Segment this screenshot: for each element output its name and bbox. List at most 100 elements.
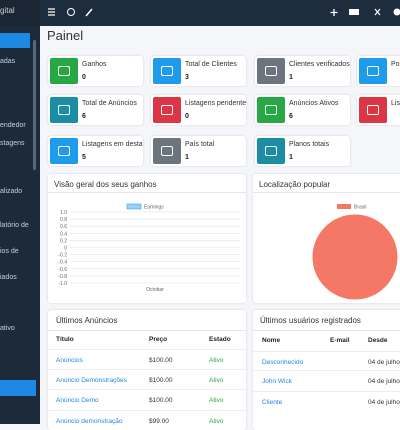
card-label: Ganhos: [82, 61, 107, 68]
card-label: Planos totais: [289, 141, 329, 148]
card-value: 1: [289, 74, 293, 81]
table-header: Estado: [209, 336, 231, 343]
card-label: Total de Clientes: [185, 61, 237, 68]
icon-glyph: [367, 66, 379, 76]
card-label: Listagens pendentes: [185, 100, 246, 107]
menu-icon[interactable]: [48, 9, 55, 15]
y-tick-label: -1.0: [58, 281, 67, 287]
stat-card[interactable]: Postag: [357, 56, 400, 86]
stat-card[interactable]: Total de Anúncios 6: [48, 95, 143, 125]
card-value: 5: [82, 154, 86, 161]
y-tick-label: -0.6: [58, 267, 67, 273]
card-value: 1: [289, 154, 293, 161]
line-chart: 1.00.80.60.40.2 0-0.2-0.4-0.6-0.8-1.0 Octo…: [48, 174, 246, 303]
legend-swatch: [127, 204, 141, 209]
table-header: Título: [56, 336, 74, 343]
sidebar-item: endedor: [0, 122, 26, 129]
card-label: Total de Anúncios: [82, 100, 137, 107]
plus-icon[interactable]: [331, 9, 338, 16]
chart-panel: Localização popular Brasil: [253, 174, 400, 303]
button[interactable]: [0, 380, 36, 396]
card-label: Anúncios Ativos: [289, 100, 338, 107]
x-tick-label: Octobar: [146, 287, 164, 293]
y-tick-label: -0.2: [58, 253, 67, 259]
card-value: 3: [185, 74, 189, 81]
table-cell[interactable]: John Wick: [262, 378, 292, 385]
page-title: Painel: [47, 28, 83, 43]
y-tick-label: -0.4: [58, 260, 67, 266]
legend-swatch: [337, 204, 351, 209]
table-title: Últimos usuários registrados: [260, 316, 361, 325]
table-cell: Ativo: [209, 377, 223, 384]
row-divider: [48, 369, 246, 370]
sidebar-item: ativo: [0, 325, 15, 332]
card-value: 6: [82, 113, 86, 120]
y-tick-label: 0.2: [60, 238, 67, 244]
table-cell: $100.00: [149, 397, 173, 404]
topbar: [40, 0, 400, 26]
card-value: 0: [185, 113, 189, 120]
table-cell[interactable]: Desconhecido: [262, 359, 303, 366]
table-cell[interactable]: Anúncios: [56, 357, 83, 364]
row-divider: [253, 370, 400, 371]
table-cell[interactable]: Anúncio Demo: [56, 397, 99, 404]
sidebar-item: latório de: [0, 222, 29, 229]
table-cell[interactable]: Anúncio Demonstrações: [56, 377, 127, 384]
row-divider: [253, 351, 400, 352]
divider: [253, 330, 400, 331]
y-tick-label: 0: [64, 246, 67, 252]
pie-chart: Brasil: [253, 174, 400, 303]
stat-card[interactable]: Planos totais 1: [255, 136, 350, 166]
table-cell: Ativo: [209, 357, 223, 364]
active-item[interactable]: [0, 33, 30, 48]
card-value: 6: [289, 113, 293, 120]
y-tick-label: 0.6: [60, 224, 67, 230]
sidebar-item: iados: [0, 274, 17, 281]
stat-card[interactable]: Listagens pendentes 0: [151, 95, 246, 125]
card-icon: [257, 97, 285, 123]
row-divider: [48, 349, 246, 350]
card-label: Listagens em destaque: [82, 141, 143, 148]
card-icon: [50, 138, 78, 164]
icon-glyph: [161, 66, 173, 76]
stat-card[interactable]: Anúncios Ativos 6: [255, 95, 350, 125]
card-icon: [257, 58, 285, 84]
card-icon: [153, 138, 181, 164]
brush-icon[interactable]: [86, 9, 92, 16]
card-label: País total: [185, 141, 214, 148]
card-icon: [153, 97, 181, 123]
globe-icon[interactable]: [68, 9, 75, 16]
table-title: Últimos Anúncios: [56, 316, 117, 325]
y-tick-label: 1.0: [60, 210, 67, 216]
brand: gital: [0, 6, 15, 15]
sidebar-item: alizado: [0, 188, 22, 195]
table-cell: 04 de julho d: [368, 399, 400, 406]
card-icon: [359, 97, 387, 123]
y-tick-label: 0.4: [60, 231, 67, 237]
stat-card[interactable]: Total de Clientes 3: [151, 56, 246, 86]
table-cell[interactable]: Cliente: [262, 399, 282, 406]
legend-label: Brasil: [354, 205, 367, 211]
card-icon: [257, 138, 285, 164]
table-cell: 04 de julho d: [368, 359, 400, 366]
pie-slice: [312, 214, 398, 300]
card-icon: [50, 58, 78, 84]
y-tick-label: 0.8: [60, 217, 67, 223]
translate-icon[interactable]: [349, 9, 359, 15]
table-cell: Ativo: [209, 397, 223, 404]
stat-card[interactable]: Listagens em destaque 5: [48, 136, 143, 166]
stat-card[interactable]: Lis: [357, 95, 400, 125]
table-cell: $100.00: [149, 357, 173, 364]
sidebar-item: adas: [0, 58, 15, 65]
row-divider: [48, 389, 246, 390]
expand-icon[interactable]: [375, 9, 380, 15]
moon-icon[interactable]: [394, 9, 400, 16]
y-tick-label: -0.8: [58, 274, 67, 280]
icon-glyph: [161, 146, 173, 156]
